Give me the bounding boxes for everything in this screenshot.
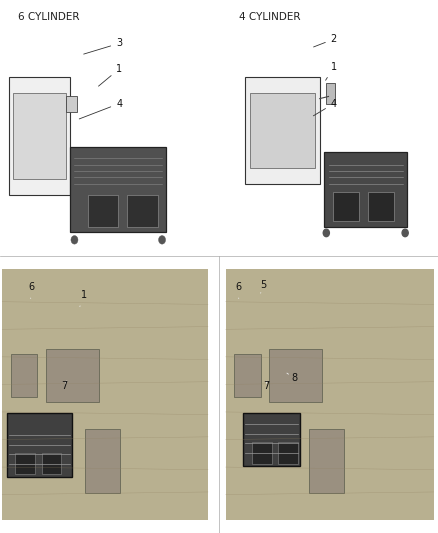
Text: 4: 4 xyxy=(313,99,337,116)
Text: 6: 6 xyxy=(235,282,241,298)
FancyBboxPatch shape xyxy=(326,83,335,104)
Text: 8: 8 xyxy=(287,373,297,383)
FancyBboxPatch shape xyxy=(252,442,272,464)
FancyBboxPatch shape xyxy=(245,77,320,184)
Text: 2: 2 xyxy=(314,34,337,47)
FancyBboxPatch shape xyxy=(243,413,300,466)
FancyBboxPatch shape xyxy=(46,349,99,402)
FancyBboxPatch shape xyxy=(234,354,261,397)
Text: 1: 1 xyxy=(325,62,337,80)
FancyBboxPatch shape xyxy=(368,192,394,221)
Text: 4 CYLINDER: 4 CYLINDER xyxy=(239,12,300,22)
FancyBboxPatch shape xyxy=(85,429,120,493)
FancyBboxPatch shape xyxy=(70,147,166,232)
FancyBboxPatch shape xyxy=(2,269,208,520)
FancyBboxPatch shape xyxy=(42,453,61,474)
Text: 7: 7 xyxy=(263,381,269,391)
FancyBboxPatch shape xyxy=(127,195,158,227)
FancyBboxPatch shape xyxy=(7,413,72,477)
FancyBboxPatch shape xyxy=(9,77,70,195)
Text: 1: 1 xyxy=(80,290,87,306)
FancyBboxPatch shape xyxy=(223,0,438,256)
FancyBboxPatch shape xyxy=(333,192,359,221)
FancyBboxPatch shape xyxy=(309,429,344,493)
FancyBboxPatch shape xyxy=(13,93,66,179)
FancyBboxPatch shape xyxy=(226,269,434,520)
FancyBboxPatch shape xyxy=(0,0,215,256)
FancyBboxPatch shape xyxy=(11,354,37,397)
FancyBboxPatch shape xyxy=(66,96,77,112)
FancyBboxPatch shape xyxy=(88,195,118,227)
Text: 6 CYLINDER: 6 CYLINDER xyxy=(18,12,79,22)
FancyBboxPatch shape xyxy=(278,442,298,464)
FancyBboxPatch shape xyxy=(15,453,35,474)
Text: 6: 6 xyxy=(28,282,35,298)
Circle shape xyxy=(159,236,166,244)
Text: 5: 5 xyxy=(261,280,267,293)
Circle shape xyxy=(71,236,78,244)
Circle shape xyxy=(402,229,408,237)
Text: 7: 7 xyxy=(61,381,67,391)
Text: 3: 3 xyxy=(84,38,122,54)
Text: 4: 4 xyxy=(79,99,122,119)
Text: 1: 1 xyxy=(99,64,122,86)
FancyBboxPatch shape xyxy=(324,152,407,227)
Circle shape xyxy=(323,229,329,237)
FancyBboxPatch shape xyxy=(269,349,322,402)
FancyBboxPatch shape xyxy=(250,93,315,168)
